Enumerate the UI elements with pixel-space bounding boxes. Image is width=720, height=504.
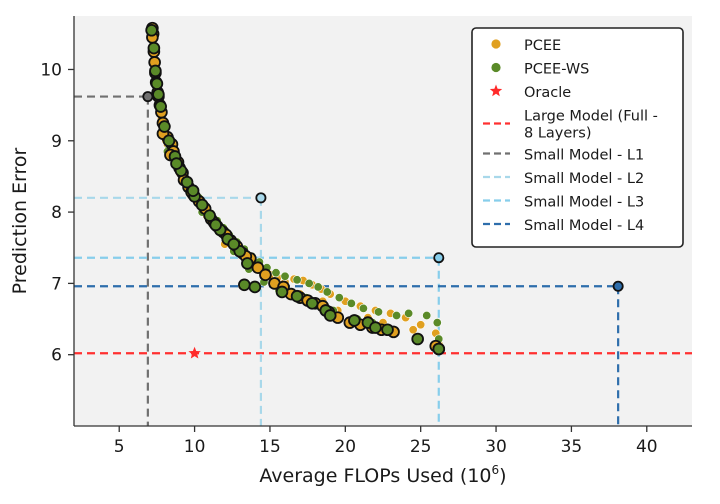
small-model-l2-marker — [255, 192, 267, 204]
x-tick-label: 35 — [561, 437, 583, 457]
x-axis-label-exponent: 6 — [492, 463, 500, 477]
data-points — [142, 21, 624, 359]
outlined-point — [411, 332, 424, 346]
outlined-point — [152, 88, 165, 101]
x-tick-label: 10 — [184, 437, 206, 457]
point-pcee-ws — [304, 278, 314, 288]
point-pcee — [416, 320, 426, 330]
outlined-point — [150, 77, 164, 91]
outlined-point — [158, 120, 171, 133]
legend-pcee-marker — [491, 39, 501, 49]
outlined-point — [203, 209, 216, 222]
outlined-point — [227, 237, 241, 251]
point-pcee-ws — [280, 271, 290, 281]
point-pcee-ws — [373, 307, 383, 317]
point-pcee — [408, 325, 418, 335]
outlined-point — [432, 342, 446, 356]
point-pcee-ws — [292, 275, 302, 285]
legend-small-model-l4-label: Small Model - L4 — [524, 218, 644, 234]
y-tick-label: 7 — [51, 274, 62, 294]
outlined-point — [162, 134, 176, 148]
small-model-l4-marker — [612, 280, 624, 292]
outlined-point — [145, 23, 158, 37]
x-tick-label: 40 — [636, 437, 658, 457]
outlined-point — [186, 184, 200, 197]
point-pcee-ws — [392, 310, 402, 320]
outlined-point — [195, 198, 209, 212]
legend-small-model-l2-label: Small Model - L2 — [524, 171, 644, 187]
small-model-l1-marker — [142, 91, 154, 103]
outlined-point — [251, 261, 265, 275]
x-tick-label: 15 — [259, 437, 281, 457]
y-tick-label: 9 — [51, 132, 62, 152]
point-pcee-ws — [313, 282, 323, 292]
point-pcee-ws — [432, 318, 442, 328]
axes — [73, 16, 692, 427]
legend-pcee-ws-label: PCEE-WS — [524, 62, 589, 78]
y-tick-label: 6 — [51, 346, 62, 366]
outlined-point — [241, 257, 254, 270]
outlined-point — [180, 175, 194, 189]
outlined-point — [305, 297, 319, 310]
legend-large-model-full-8-layers-label: 8 Layers) — [524, 126, 591, 142]
outlined-point — [170, 157, 183, 170]
legend: PCEE PCEE-WS Oracle Large Model (Full - 8 L… — [471, 27, 684, 248]
x-axis-label-close: ) — [499, 465, 506, 487]
point-pcee-ws — [271, 268, 281, 278]
point-pcee-ws — [404, 308, 414, 318]
legend-small-model-l3-label: Small Model - L3 — [524, 195, 644, 211]
outlined-point — [238, 278, 251, 292]
ticks: 5 10 15 20 25 30 35 40 6 7 8 9 10 — [40, 60, 657, 457]
x-tick-label: 25 — [410, 437, 432, 457]
outlined-point — [147, 41, 161, 55]
point-pcee-ws — [334, 293, 344, 303]
legend-large-model-full-8-layers-label: Large Model (Full - — [524, 109, 658, 125]
outlined-point — [369, 321, 382, 334]
point-pcee-ws — [358, 303, 368, 313]
point-pcee-ws — [422, 310, 432, 320]
x-tick-label: 5 — [114, 437, 125, 457]
outlined-point — [348, 314, 361, 327]
legend-pcee-label: PCEE — [524, 38, 561, 54]
outlined-point — [275, 285, 289, 299]
outlined-point — [259, 268, 272, 282]
x-tick-label: 30 — [485, 437, 507, 457]
outlined-point — [209, 218, 222, 232]
x-axis-label: Average FLOPs Used (106) — [259, 463, 506, 487]
y-axis-label: Prediction Error — [9, 147, 31, 294]
outlined-point — [290, 289, 304, 303]
outlined-point — [323, 309, 337, 322]
outlined-point — [154, 100, 167, 113]
y-tick-label: 8 — [51, 203, 62, 223]
legend-oracle-marker — [489, 84, 503, 97]
outlined-point — [248, 280, 262, 294]
y-tick-label: 10 — [40, 60, 62, 80]
small-model-l3-marker — [433, 252, 445, 264]
point-pcee-ws — [322, 287, 332, 297]
legend-oracle-label: Oracle — [524, 85, 571, 101]
legend-pcee-ws-marker — [491, 62, 501, 73]
outlined-point — [149, 64, 162, 78]
oracle-star — [188, 346, 201, 359]
point-pcee-ws — [346, 298, 356, 308]
outlined-point — [381, 323, 394, 337]
legend-small-model-l1-label: Small Model - L1 — [524, 148, 644, 164]
x-tick-label: 20 — [334, 437, 356, 457]
legend-box — [471, 27, 684, 248]
